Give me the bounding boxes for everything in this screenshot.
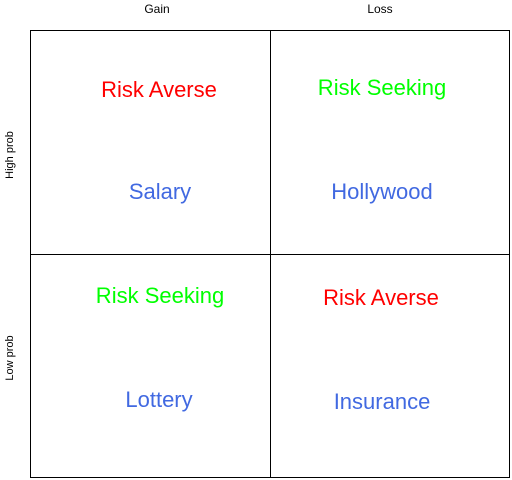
cell-gain-high-example: Salary (128, 179, 192, 204)
row-header-low-prob: Low prob (4, 335, 16, 381)
horizontal-divider (31, 254, 509, 255)
cell-loss-high-attitude: Risk Seeking (317, 75, 447, 100)
cell-loss-low-attitude: Risk Averse (323, 285, 439, 310)
column-header-gain: Gain (144, 2, 170, 16)
fourfold-pattern-grid: Risk Averse Salary Risk Seeking Hollywoo… (30, 30, 510, 478)
cell-loss-low-example: Insurance (333, 389, 431, 414)
cell-gain-low-example: Lottery (125, 387, 193, 412)
column-header-loss: Loss (367, 2, 393, 16)
cell-gain-low-attitude: Risk Seeking (95, 283, 225, 308)
cell-gain-high-attitude: Risk Averse (101, 77, 217, 102)
row-header-high-prob: High prob (4, 131, 16, 179)
cell-loss-high-example: Hollywood (331, 179, 433, 204)
